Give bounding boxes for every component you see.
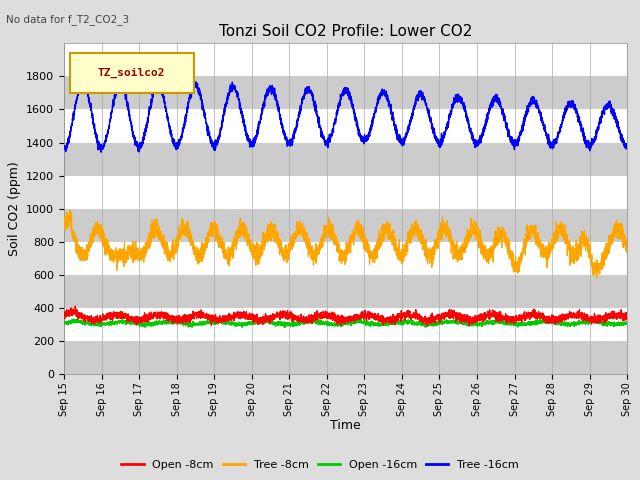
Bar bbox=[64, 109, 627, 143]
Tree -8cm bbox=[325, 214, 333, 220]
Tree -8cm bbox=[161, 251, 169, 256]
Bar bbox=[64, 143, 627, 176]
Open -8cm bbox=[623, 317, 631, 323]
Open -8cm bbox=[441, 315, 449, 321]
Bar bbox=[64, 43, 627, 76]
Line: Tree -16cm: Tree -16cm bbox=[64, 81, 627, 152]
Tree -16cm bbox=[60, 145, 68, 151]
Title: Tonzi Soil CO2 Profile: Lower CO2: Tonzi Soil CO2 Profile: Lower CO2 bbox=[219, 24, 472, 39]
Tree -16cm bbox=[325, 140, 333, 145]
Tree -8cm bbox=[623, 249, 630, 254]
Bar bbox=[64, 308, 627, 341]
Tree -16cm bbox=[441, 129, 449, 135]
Open -8cm bbox=[325, 311, 333, 316]
Bar bbox=[64, 209, 627, 242]
Bar bbox=[64, 341, 627, 374]
Open -16cm bbox=[60, 319, 68, 325]
Tree -8cm bbox=[472, 229, 480, 235]
Open -16cm bbox=[161, 318, 169, 324]
Open -16cm bbox=[281, 324, 289, 330]
Tree -16cm bbox=[472, 141, 480, 147]
Line: Open -16cm: Open -16cm bbox=[64, 319, 627, 327]
Open -16cm bbox=[325, 320, 333, 325]
Tree -8cm bbox=[441, 223, 449, 229]
Bar bbox=[64, 242, 627, 275]
Open -16cm bbox=[472, 321, 480, 326]
Open -8cm bbox=[504, 316, 512, 322]
Tree -8cm bbox=[593, 276, 600, 281]
Text: TZ_soilco2: TZ_soilco2 bbox=[98, 68, 165, 78]
Tree -8cm bbox=[623, 248, 631, 254]
Open -8cm bbox=[623, 316, 630, 322]
Bar bbox=[64, 275, 627, 308]
Bar bbox=[64, 76, 627, 109]
Open -16cm bbox=[623, 321, 631, 326]
Open -8cm bbox=[72, 303, 79, 309]
Tree -8cm bbox=[60, 223, 68, 228]
Tree -16cm bbox=[623, 144, 631, 149]
Tree -16cm bbox=[81, 78, 88, 84]
Tree -16cm bbox=[162, 104, 170, 110]
Open -16cm bbox=[504, 319, 512, 324]
Tree -16cm bbox=[623, 141, 630, 147]
Line: Open -8cm: Open -8cm bbox=[64, 306, 627, 326]
Line: Tree -8cm: Tree -8cm bbox=[64, 210, 627, 278]
Legend: Open -8cm, Tree -8cm, Open -16cm, Tree -16cm: Open -8cm, Tree -8cm, Open -16cm, Tree -… bbox=[117, 456, 523, 474]
Tree -16cm bbox=[504, 134, 512, 140]
Open -8cm bbox=[60, 309, 68, 314]
Text: No data for f_T2_CO2_3: No data for f_T2_CO2_3 bbox=[6, 14, 129, 25]
Y-axis label: Soil CO2 (ppm): Soil CO2 (ppm) bbox=[8, 161, 20, 256]
Open -16cm bbox=[441, 320, 449, 325]
Open -16cm bbox=[436, 316, 444, 322]
Tree -16cm bbox=[97, 149, 105, 155]
Open -8cm bbox=[161, 312, 169, 318]
Tree -8cm bbox=[66, 207, 74, 213]
Bar bbox=[64, 176, 627, 209]
Open -8cm bbox=[424, 324, 431, 329]
Open -8cm bbox=[472, 316, 480, 322]
FancyBboxPatch shape bbox=[70, 53, 193, 93]
Tree -8cm bbox=[504, 237, 512, 242]
X-axis label: Time: Time bbox=[330, 419, 361, 432]
Open -16cm bbox=[623, 321, 630, 327]
